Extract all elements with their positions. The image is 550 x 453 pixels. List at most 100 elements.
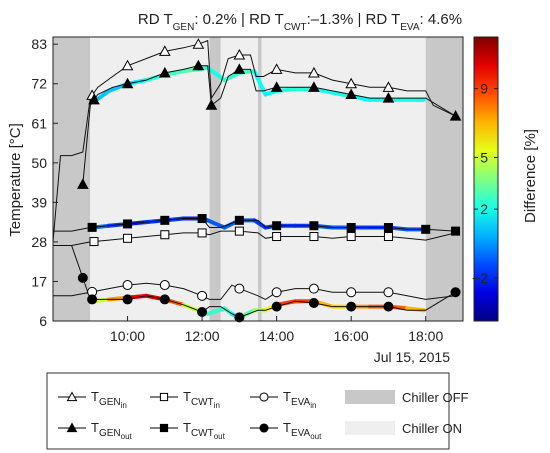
legend-label-sub: GEN <box>99 428 121 439</box>
marker-gen-out <box>76 178 89 189</box>
marker-cwt-out <box>421 224 431 234</box>
y-tick-label: 6 <box>39 313 47 329</box>
temperature-markers <box>76 38 462 323</box>
marker-cwt-in <box>123 233 133 243</box>
marker-gen-out <box>88 93 100 105</box>
y-tick-label: 28 <box>31 234 47 250</box>
marker-eva-in <box>159 280 170 291</box>
y-tick-label: 72 <box>31 76 47 92</box>
legend-label-base: T <box>91 389 99 404</box>
marker-cwt-out <box>197 214 207 224</box>
marker-cwt-out <box>309 221 319 231</box>
legend-label-sub: GEN <box>99 397 121 408</box>
legend-label: TCWTout <box>183 420 226 441</box>
series-line-gen-in <box>52 39 456 242</box>
title-rd-eva-label: RD T <box>366 11 401 28</box>
title-rd-gen-label: RD T <box>138 11 173 28</box>
marker-cwt-in <box>272 232 282 242</box>
marker-gen-out <box>270 81 283 92</box>
region-on-5 <box>261 37 426 321</box>
marker-eva-out <box>234 312 245 323</box>
colorbar-tick-label: 9 <box>480 81 488 97</box>
chart-title: RD TGEN: 0.2% | RD TCWT:–1.3% | RD TEVA:… <box>138 11 462 33</box>
marker-gen-in <box>233 48 246 60</box>
y-tick-label: 39 <box>31 194 47 210</box>
marker-cwt-in <box>160 230 170 240</box>
legend-label-sub: EVA <box>291 428 311 439</box>
marker-eva-out <box>77 272 88 283</box>
marker-eva-out <box>383 301 394 312</box>
marker-cwt-in <box>197 228 207 238</box>
title-rd-gen-sub: GEN <box>173 22 195 33</box>
marker-gen-in <box>192 38 205 49</box>
marker-eva-out <box>197 307 208 318</box>
y-axis-ticks: 6 17 28 39 50 61 72 83 <box>31 36 58 329</box>
marker-gen-in <box>158 45 171 56</box>
marker-eva-out <box>87 294 98 305</box>
marker-gen-out <box>449 110 462 121</box>
y-tick-label: 50 <box>31 155 47 171</box>
legend-label: TEVAin <box>283 389 316 410</box>
marker-eva-in <box>308 283 319 294</box>
y-axis-label: Temperature [°C] <box>7 123 24 237</box>
colorbar-ticks: −2 2 5 9 <box>472 81 498 286</box>
legend-swatch-chiller-off <box>345 390 395 404</box>
marker-eva-in <box>234 283 245 294</box>
region-on-3 <box>220 37 258 321</box>
y-tick-label: 61 <box>31 115 47 131</box>
x-tick-label: 12:00 <box>185 328 220 344</box>
marker-cwt-in <box>234 226 244 236</box>
x-tick-label: 18:00 <box>408 328 443 344</box>
marker-eva-in <box>346 287 357 298</box>
marker-gen-out <box>345 88 358 100</box>
plot-frame <box>52 36 464 322</box>
x-axis-ticks: 10:00 12:00 14:00 16:00 18:00 <box>110 316 443 344</box>
legend-label-sub: CWT <box>191 428 214 439</box>
marker-gen-out <box>121 77 134 89</box>
legend-label-subsub: out <box>121 432 133 441</box>
legend-label: TGENout <box>91 420 133 441</box>
colorbar <box>473 36 499 322</box>
legend-label-base: T <box>283 389 291 404</box>
legend-label: Chiller OFF <box>402 390 469 405</box>
marker-gen-in <box>345 77 358 89</box>
legend-label-base: T <box>91 420 99 435</box>
x-tick-label: 14:00 <box>259 328 294 344</box>
marker-eva-in <box>271 287 282 298</box>
title-rd-cwt-label: RD T <box>249 11 284 28</box>
marker-cwt-out <box>383 223 393 233</box>
marker-cwt-in <box>383 232 393 242</box>
legend-marker-square-open <box>159 392 169 402</box>
marker-eva-out <box>450 287 461 298</box>
legend-label: TEVAout <box>283 420 322 441</box>
marker-eva-out <box>159 294 170 305</box>
legend-box <box>46 372 450 450</box>
y-tick-label: 83 <box>31 36 47 52</box>
marker-eva-out <box>122 294 133 305</box>
marker-eva-out <box>346 301 357 312</box>
marker-cwt-out <box>346 223 356 233</box>
date-label: Jul 15, 2015 <box>374 349 450 365</box>
marker-cwt-out <box>451 226 461 236</box>
region-off-4 <box>258 37 262 321</box>
legend-label-base: T <box>183 420 191 435</box>
band-cwt_out-segment <box>205 218 227 230</box>
title-rd-cwt-sub: CWT <box>284 22 307 33</box>
chiller-state-regions <box>53 37 463 321</box>
legend-label-base: T <box>183 389 191 404</box>
legend-marker-circle-open <box>259 392 269 402</box>
title-rd-eva-value: : 4.6% <box>420 11 463 28</box>
colorbar-tick-label: 2 <box>480 201 488 217</box>
marker-cwt-in <box>346 232 356 242</box>
marker-cwt-out <box>87 222 97 232</box>
marker-cwt-out <box>234 215 244 225</box>
marker-cwt-in <box>309 232 319 242</box>
marker-eva-in <box>383 287 394 298</box>
legend-label-subsub: in <box>121 401 127 410</box>
band-gen_out-segment <box>205 65 227 83</box>
legend-label-subsub: out <box>310 432 322 441</box>
marker-eva-out <box>308 298 319 309</box>
region-off-2 <box>209 37 221 321</box>
